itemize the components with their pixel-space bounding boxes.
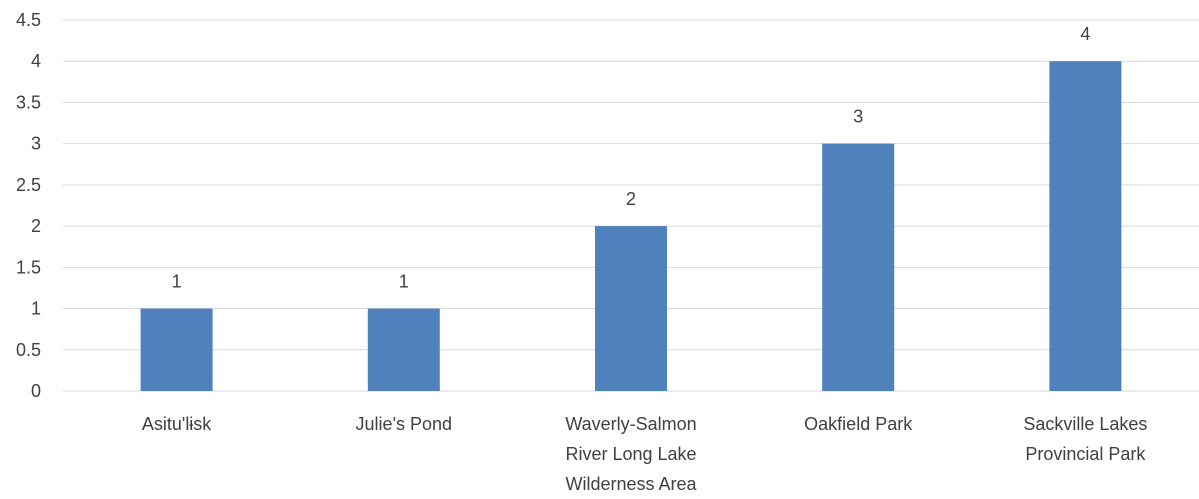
y-tick-label: 0 bbox=[31, 381, 41, 401]
y-tick-label: 1.5 bbox=[16, 257, 41, 277]
bar bbox=[140, 308, 213, 391]
bar bbox=[595, 226, 667, 391]
x-category-label: Julie's Pond bbox=[356, 414, 453, 434]
bar bbox=[367, 308, 440, 391]
data-labels: 1 1 2 3 4 bbox=[172, 24, 1091, 291]
x-category-label: Oakfield Park bbox=[804, 414, 913, 434]
y-tick-label: 3.5 bbox=[16, 92, 41, 112]
data-label: 1 bbox=[172, 272, 182, 292]
data-label: 3 bbox=[853, 107, 863, 127]
data-label: 1 bbox=[399, 272, 409, 292]
data-label: 2 bbox=[626, 189, 636, 209]
x-axis-category-labels: Asitu'lɨsk Julie's Pond Waverly-Salmon Rive… bbox=[142, 414, 1148, 494]
y-tick-label: 4 bbox=[31, 51, 41, 71]
y-tick-label: 4.5 bbox=[16, 10, 41, 30]
data-label: 4 bbox=[1080, 24, 1090, 44]
bars bbox=[140, 61, 1122, 391]
x-category-label: Waverly-Salmon River Long Lake Wilderness … bbox=[565, 414, 697, 494]
x-category-label: Asitu'lɨsk bbox=[142, 414, 212, 434]
y-tick-label: 0.5 bbox=[16, 340, 41, 360]
bar bbox=[1049, 61, 1122, 391]
y-tick-label: 2 bbox=[31, 216, 41, 236]
y-tick-label: 1 bbox=[31, 299, 41, 319]
x-category-label: Sackville Lakes Provincial Park bbox=[1023, 414, 1147, 464]
bar bbox=[822, 143, 895, 391]
y-tick-label: 2.5 bbox=[16, 175, 41, 195]
y-tick-label: 3 bbox=[31, 134, 41, 154]
y-axis-tick-labels: 0 0.5 1 1.5 2 2.5 3 3.5 4 4.5 bbox=[16, 10, 41, 401]
